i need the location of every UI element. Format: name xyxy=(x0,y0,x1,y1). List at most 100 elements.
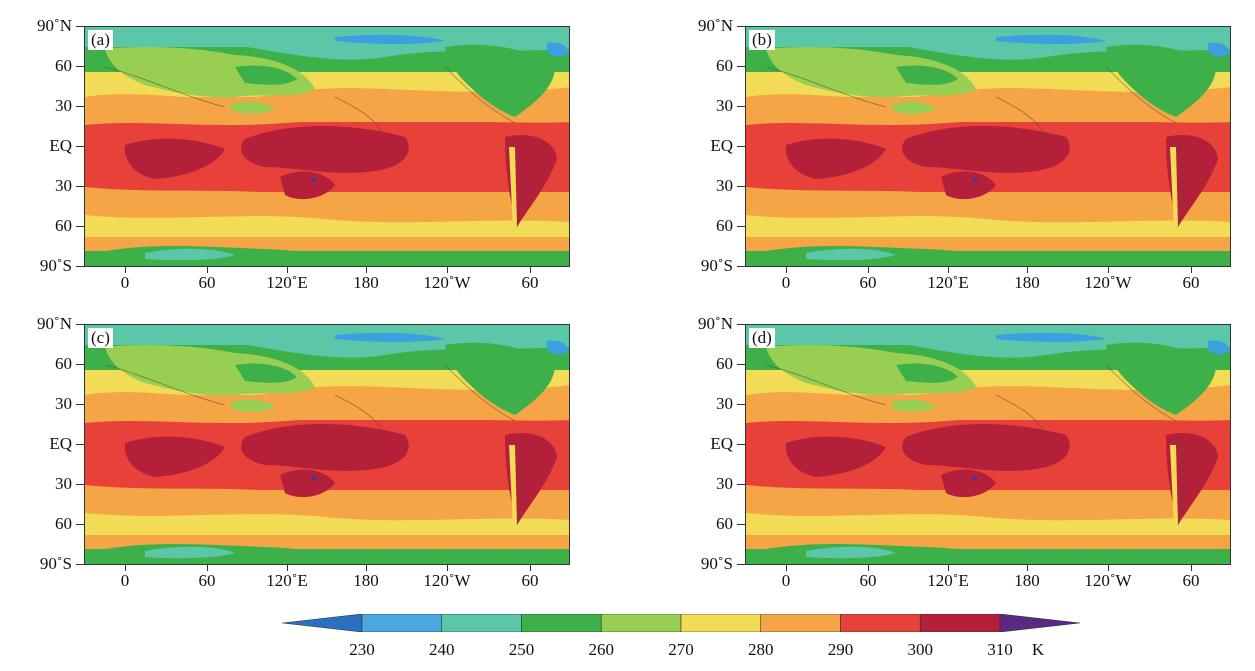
x-tick-mark xyxy=(366,267,367,273)
y-tick-label: EQ xyxy=(710,434,733,453)
subtropical-south-contour xyxy=(85,187,569,223)
arctic-ice-patch xyxy=(996,34,1106,44)
x-tick-mark xyxy=(786,565,787,571)
eurasia-cool-region xyxy=(766,47,976,98)
colorbar-segment xyxy=(680,614,762,632)
x-tick-label: 60 xyxy=(859,571,877,590)
x-tick-mark xyxy=(868,565,869,571)
colorbar-segment xyxy=(361,614,443,632)
x-tick-mark xyxy=(366,565,367,571)
colorbar-tick-label: 250 xyxy=(508,640,535,659)
x-tick-label: 120˚E xyxy=(266,571,308,590)
australia-hot-region xyxy=(941,171,996,200)
colorbar-segment xyxy=(919,614,1001,632)
temperature-map xyxy=(746,325,1230,564)
y-tick-label: 60 xyxy=(55,216,72,235)
y-tick-label: 60 xyxy=(55,56,72,75)
y-tick-label: 60 xyxy=(716,514,733,533)
arctic-ice-patch xyxy=(335,34,445,44)
antarctica-cold-patch xyxy=(145,248,235,261)
antarctica-cold-patch xyxy=(806,248,896,261)
panel-label: (d) xyxy=(749,328,775,348)
y-tick-mark xyxy=(76,26,84,27)
x-tick-mark xyxy=(786,267,787,273)
map-panel-c: (c) 90˚N 60 30 EQ 30 60 90˚S 0 60 120˚E 180 120˚W 60 xyxy=(0,298,570,598)
x-tick-mark xyxy=(447,565,448,571)
x-tick-mark xyxy=(447,267,448,273)
colorbar-tick-label: 280 xyxy=(748,640,774,659)
y-tick-label: 60 xyxy=(716,56,733,75)
x-tick-label: 60 xyxy=(198,273,216,292)
map-panel-a: (a) 90˚N 60 30 EQ 30 60 90˚S 0 60 120˚E 180 120˚W 60 xyxy=(0,0,570,300)
y-tick-label: 30 xyxy=(55,474,72,493)
y-tick-mark xyxy=(737,364,745,365)
map-frame xyxy=(84,324,570,565)
y-tick-label: 90˚N xyxy=(698,16,733,35)
x-tick-mark xyxy=(1191,565,1192,571)
map-panel-b: (b) 90˚N 60 30 EQ 30 60 90˚S 0 60 120˚E 180 120˚W 60 xyxy=(661,0,1231,300)
y-tick-mark xyxy=(737,524,745,525)
x-tick-label: 60 xyxy=(1182,571,1200,590)
y-tick-label: 90˚S xyxy=(700,256,733,275)
eurasia-cool-region xyxy=(105,345,315,396)
africa-hot-region xyxy=(785,138,886,179)
north-america-region xyxy=(1106,342,1216,415)
y-tick-label: EQ xyxy=(49,434,72,453)
x-tick-mark xyxy=(287,565,288,571)
subtropical-north-contour xyxy=(85,87,569,125)
x-tick-mark xyxy=(530,267,531,273)
temperature-map xyxy=(85,325,569,564)
y-tick-label: 90˚S xyxy=(39,554,72,573)
x-tick-mark xyxy=(948,267,949,273)
x-tick-label: 0 xyxy=(120,571,130,590)
eurasia-cool-region xyxy=(766,345,976,396)
y-tick-mark xyxy=(76,364,84,365)
warm-pool-region xyxy=(902,423,1070,471)
colorbar-high-extension xyxy=(999,614,1080,632)
colorbar-tick-label: 240 xyxy=(429,640,455,659)
y-tick-mark xyxy=(76,266,84,267)
y-tick-label: 90˚S xyxy=(700,554,733,573)
subtropical-south-contour xyxy=(746,485,1230,521)
x-tick-label: 0 xyxy=(120,273,130,292)
colorbar-low-extension xyxy=(282,614,363,632)
x-tick-mark xyxy=(207,565,208,571)
y-tick-mark xyxy=(737,186,745,187)
y-tick-mark xyxy=(737,146,745,147)
y-tick-mark xyxy=(76,146,84,147)
x-tick-label: 120˚W xyxy=(423,273,471,292)
australia-hot-region xyxy=(280,469,335,498)
subtropical-south-contour xyxy=(85,485,569,521)
x-tick-mark xyxy=(1027,565,1028,571)
temperature-map xyxy=(85,27,569,266)
y-tick-label: 30 xyxy=(716,176,733,195)
map-frame xyxy=(745,26,1231,267)
greenland-patch xyxy=(547,42,569,57)
x-tick-label: 120˚E xyxy=(927,273,969,292)
south-america-hot-region xyxy=(1166,433,1218,525)
y-tick-label: EQ xyxy=(710,136,733,155)
arctic-ice-patch xyxy=(996,332,1106,342)
y-tick-label: EQ xyxy=(49,136,72,155)
coastlines xyxy=(765,364,1185,526)
colorbar-tick-label: 290 xyxy=(827,640,854,659)
x-tick-label: 60 xyxy=(521,273,539,292)
y-tick-label: 30 xyxy=(55,176,72,195)
x-tick-label: 120˚W xyxy=(1084,571,1132,590)
greenland-patch xyxy=(547,340,569,355)
y-tick-mark xyxy=(76,524,84,525)
panel-label: (b) xyxy=(749,30,775,50)
antarctica-cold-patch xyxy=(806,546,896,559)
africa-hot-region xyxy=(124,138,225,179)
y-tick-mark xyxy=(76,66,84,67)
panel-label: (a) xyxy=(88,30,113,50)
y-tick-mark xyxy=(76,444,84,445)
north-america-region xyxy=(1106,44,1216,117)
x-tick-mark xyxy=(1108,565,1109,571)
colorbar-segment xyxy=(760,614,841,632)
panel-label: (c) xyxy=(88,328,113,348)
x-tick-mark xyxy=(287,267,288,273)
coastlines xyxy=(765,66,1185,228)
y-tick-label: 60 xyxy=(55,354,72,373)
y-tick-mark xyxy=(737,226,745,227)
